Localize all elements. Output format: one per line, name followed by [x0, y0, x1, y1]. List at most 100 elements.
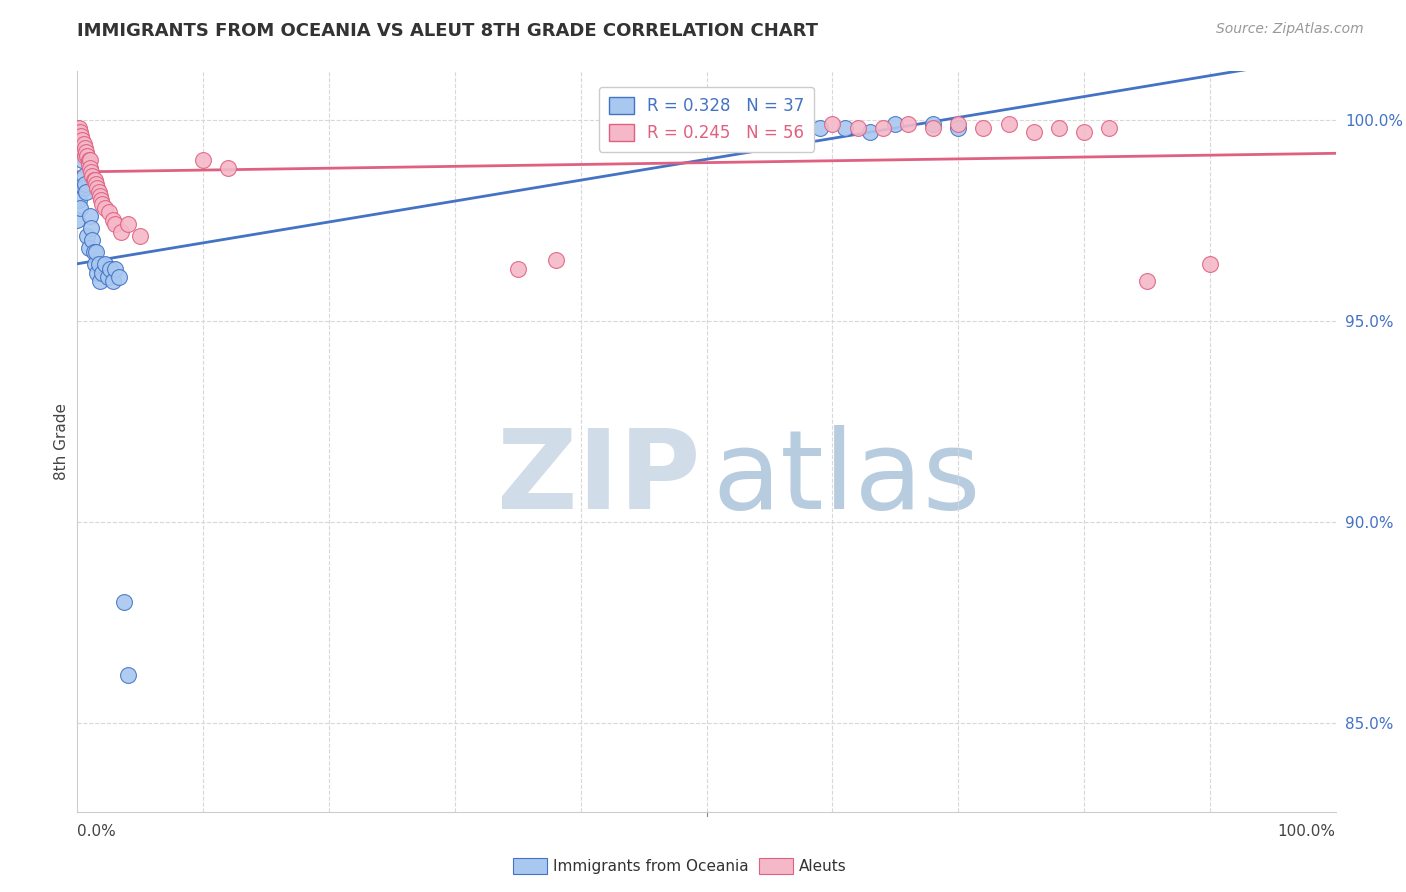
Point [86, 181, 108, 195]
Point [948, 120, 970, 135]
Point [1136, 274, 1159, 288]
Point [1199, 258, 1222, 272]
Point [69, 133, 91, 147]
Point [83, 245, 105, 260]
Point [80, 165, 103, 179]
Point [77, 157, 100, 171]
Point [67, 193, 90, 207]
Point [101, 274, 124, 288]
Point [97, 205, 120, 219]
Point [997, 117, 1019, 131]
Point [1047, 120, 1070, 135]
Point [859, 125, 882, 139]
Point [80, 221, 103, 235]
Point [72, 141, 94, 155]
Point [70, 128, 93, 143]
Point [506, 261, 529, 276]
Legend: R = 0.328   N = 37, R = 0.245   N = 56: R = 0.328 N = 37, R = 0.245 N = 56 [599, 87, 814, 152]
Point [77, 241, 100, 255]
Point [112, 595, 135, 609]
Point [884, 117, 907, 131]
Point [77, 153, 100, 167]
Point [79, 209, 101, 223]
Point [897, 117, 920, 131]
Point [91, 266, 114, 280]
Point [89, 274, 111, 288]
Point [67, 128, 90, 143]
Point [922, 120, 945, 135]
Point [82, 169, 104, 183]
Point [72, 153, 94, 167]
Point [1022, 125, 1045, 139]
Point [75, 185, 97, 199]
Point [72, 181, 94, 195]
Point [76, 229, 98, 244]
Point [94, 201, 117, 215]
Text: 100.0%: 100.0% [1278, 824, 1336, 838]
Point [101, 213, 124, 227]
Point [972, 120, 994, 135]
Point [66, 120, 89, 135]
Point [72, 169, 94, 183]
Text: atlas: atlas [713, 425, 981, 532]
Point [69, 125, 91, 139]
Point [96, 269, 118, 284]
Point [872, 120, 894, 135]
Text: Immigrants from Oceania: Immigrants from Oceania [553, 859, 748, 873]
Point [73, 141, 96, 155]
Point [73, 177, 96, 191]
Point [117, 668, 139, 682]
Point [108, 269, 131, 284]
Point [73, 149, 96, 163]
Point [87, 185, 110, 199]
Point [91, 197, 114, 211]
Point [922, 117, 945, 131]
Point [217, 161, 239, 175]
Point [66, 125, 89, 139]
Point [70, 136, 93, 151]
Point [84, 173, 107, 187]
Point [69, 201, 91, 215]
Point [75, 145, 97, 159]
Point [808, 120, 831, 135]
Text: Aleuts: Aleuts [799, 859, 846, 873]
Point [948, 117, 970, 131]
Point [72, 145, 94, 159]
Point [86, 266, 108, 280]
Point [846, 120, 869, 135]
Text: Source: ZipAtlas.com: Source: ZipAtlas.com [1216, 22, 1364, 37]
Point [834, 120, 856, 135]
Point [83, 173, 105, 187]
Point [79, 153, 101, 167]
Point [129, 229, 152, 244]
Point [191, 153, 215, 167]
Point [1073, 125, 1095, 139]
Text: ZIP: ZIP [496, 425, 700, 532]
Point [84, 177, 107, 191]
Point [94, 258, 117, 272]
Y-axis label: 8th Grade: 8th Grade [53, 403, 69, 480]
Point [104, 217, 127, 231]
Point [110, 225, 132, 239]
Point [84, 245, 107, 260]
Point [98, 261, 121, 276]
Point [72, 133, 94, 147]
Text: 0.0%: 0.0% [77, 824, 117, 838]
Point [783, 117, 806, 131]
Point [84, 258, 107, 272]
Point [821, 117, 844, 131]
Point [72, 136, 94, 151]
Point [1098, 120, 1121, 135]
Point [76, 149, 98, 163]
Point [70, 133, 93, 147]
Point [66, 213, 89, 227]
Point [89, 189, 111, 203]
Point [758, 117, 780, 131]
Text: IMMIGRANTS FROM OCEANIA VS ALEUT 8TH GRADE CORRELATION CHART: IMMIGRANTS FROM OCEANIA VS ALEUT 8TH GRA… [77, 22, 818, 40]
Point [90, 193, 112, 207]
Point [79, 161, 101, 175]
Point [67, 120, 90, 135]
Point [87, 258, 110, 272]
Point [82, 233, 104, 247]
Point [117, 217, 139, 231]
